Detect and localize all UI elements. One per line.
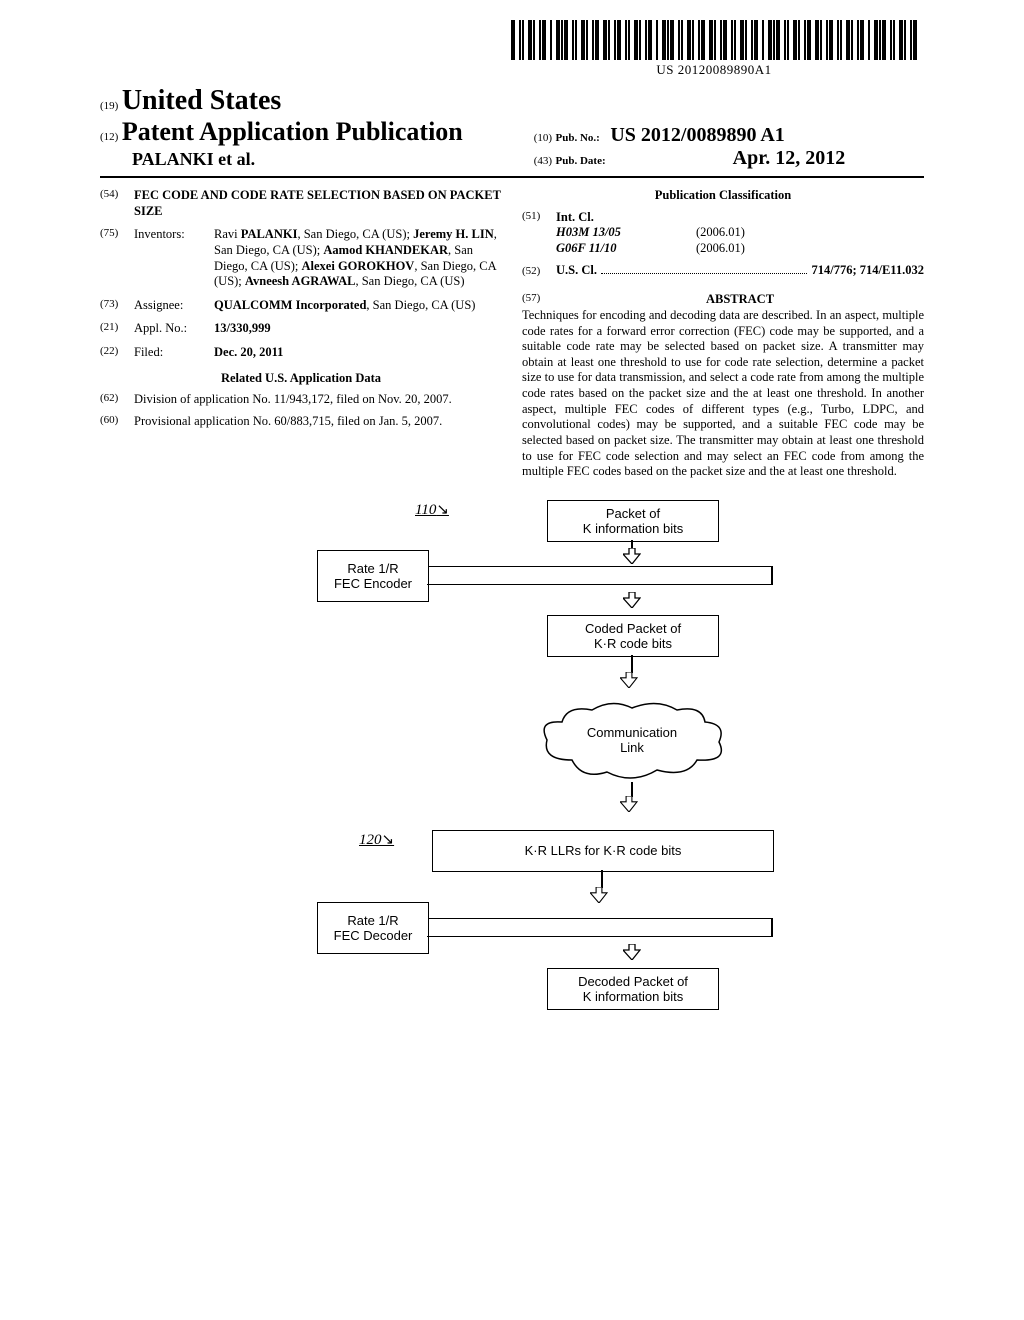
inventors-label: Inventors: — [134, 227, 214, 290]
code-52: (52) — [522, 265, 556, 279]
flow-diagram: 110↘ Packet of K information bits Rate 1… — [252, 500, 772, 1090]
arrow-icon — [590, 887, 614, 909]
barcode-graphic — [504, 20, 924, 60]
intcl-1-code: H03M 13/05 — [556, 225, 696, 241]
code-10: (10) — [534, 132, 552, 144]
cloud-label: Communication Link — [537, 725, 727, 755]
divider-line — [100, 176, 924, 178]
barcode-region: US 20120089890A1 — [504, 20, 924, 78]
code-73: (73) — [100, 298, 134, 314]
node-cloud: Communication Link — [537, 700, 727, 785]
uscl-value: 714/776; 714/E11.032 — [811, 263, 924, 279]
right-column: Publication Classification (51) Int. Cl.… — [522, 188, 924, 480]
provisional-text: Provisional application No. 60/883,715, … — [134, 414, 502, 430]
node-llrs: K·R LLRs for K·R code bits — [432, 830, 774, 872]
code-75: (75) — [100, 227, 134, 290]
intcl-2-date: (2006.01) — [696, 241, 745, 257]
division-text: Division of application No. 11/943,172, … — [134, 392, 502, 408]
page-root: US 20120089890A1 (19) United States (12)… — [0, 0, 1024, 1110]
authors-line: PALANKI et al. — [132, 149, 255, 169]
code-54: (54) — [100, 188, 134, 219]
node-encoder: Rate 1/R FEC Encoder — [317, 550, 429, 602]
header-block: (19) United States (12) Patent Applicati… — [100, 85, 924, 170]
ref-110: 110↘ — [415, 500, 449, 519]
code-21: (21) — [100, 321, 134, 337]
barcode-text: US 20120089890A1 — [504, 62, 924, 78]
node-coded-packet: Coded Packet of K·R code bits — [547, 615, 719, 657]
related-data-header: Related U.S. Application Data — [100, 371, 502, 387]
pub-no: US 2012/0089890 A1 — [610, 124, 784, 146]
pub-date-label: Pub. Date: — [556, 155, 606, 167]
arrow-icon — [620, 672, 644, 694]
arrow-icon — [623, 592, 641, 608]
abstract-body: Techniques for encoding and decoding dat… — [522, 308, 924, 480]
code-62: (62) — [100, 392, 134, 408]
appl-no-value: 13/330,999 — [214, 321, 271, 335]
arrow-icon — [623, 944, 641, 960]
left-column: (54) FEC CODE AND CODE RATE SELECTION BA… — [100, 188, 502, 480]
body-columns: (54) FEC CODE AND CODE RATE SELECTION BA… — [100, 188, 924, 480]
pub-no-label: Pub. No.: — [556, 132, 600, 144]
code-12: (12) — [100, 131, 118, 143]
node-packet-in: Packet of K information bits — [547, 500, 719, 542]
publication-type: Patent Application Publication — [122, 117, 463, 146]
code-57: (57) — [522, 292, 556, 308]
code-22: (22) — [100, 345, 134, 361]
pub-date: Apr. 12, 2012 — [733, 147, 846, 169]
filed-label: Filed: — [134, 345, 214, 361]
code-60: (60) — [100, 414, 134, 430]
code-19: (19) — [100, 100, 118, 112]
node-decoder: Rate 1/R FEC Decoder — [317, 902, 429, 954]
uscl-label: U.S. Cl. — [556, 263, 597, 279]
intcl-2-code: G06F 11/10 — [556, 241, 696, 257]
pub-class-header: Publication Classification — [522, 188, 924, 204]
intcl-1-date: (2006.01) — [696, 225, 745, 241]
patent-title: FEC CODE AND CODE RATE SELECTION BASED O… — [134, 188, 502, 219]
node-packet-out: Decoded Packet of K information bits — [547, 968, 719, 1010]
abstract-header: ABSTRACT — [556, 292, 924, 308]
arrow-icon — [620, 796, 644, 818]
assignee-value: QUALCOMM Incorporated, San Diego, CA (US… — [214, 298, 502, 314]
code-43: (43) — [534, 155, 552, 167]
ref-120: 120↘ — [359, 830, 394, 849]
assignee-label: Assignee: — [134, 298, 214, 314]
intcl-label: Int. Cl. — [556, 210, 594, 224]
arrow-icon — [623, 548, 641, 564]
appl-no-label: Appl. No.: — [134, 321, 214, 337]
filed-value: Dec. 20, 2011 — [214, 345, 283, 359]
inventors-value: Ravi PALANKI, San Diego, CA (US); Jeremy… — [214, 227, 502, 290]
code-51: (51) — [522, 210, 556, 257]
country-name: United States — [122, 85, 281, 116]
